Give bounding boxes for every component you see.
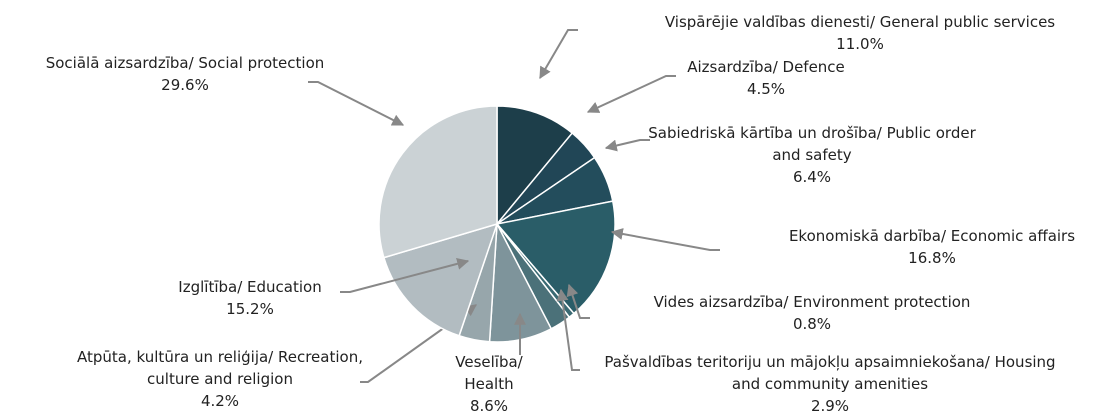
leader-line [360,304,477,383]
category-label: Atpūta, kultūra un reliģija/ Recreation,… [77,348,363,388]
category-label: Izglītība/ Education [178,278,322,296]
value-label: 15.2% [226,300,274,318]
slice-label: Sabiedriskā kārtība un drošība/ Public o… [642,122,982,188]
slice-label: Ekonomiskā darbība/ Economic affairs 16.8… [789,225,1075,269]
leader-line [539,29,578,80]
slice-label: Vispārējie valdības dienesti/ General pu… [665,11,1055,55]
category-label: Ekonomiskā darbība/ Economic affairs [788,227,1076,245]
value-label: 2.9% [810,397,850,414]
slice-label: Vides aizsardzība/ Environment protectio… [654,291,971,335]
pie-slice [382,222,499,337]
category-label: Veselība/ Health [455,353,523,393]
leader-line [308,81,405,126]
category-label: Sociālā aizsardzība/ Social protection [45,54,325,72]
category-label: Pašvaldības teritoriju un mājokļu apsaim… [604,353,1056,393]
value-label: 6.4% [792,168,832,186]
slice-label: Atpūta, kultūra un reliģija/ Recreation,… [70,346,370,412]
slice-label: Veselība/ Health 8.6% [449,351,529,414]
value-label: 4.5% [746,80,786,98]
category-label: Vides aizsardzība/ Environment protectio… [653,293,971,311]
pie-slice [495,200,616,315]
leader-line [610,228,720,251]
category-label: Sabiedriskā kārtība un drošība/ Public o… [648,124,976,164]
value-label: 8.6% [469,397,509,414]
slice-label: Pašvaldības teritoriju un mājokļu apsaim… [595,351,1065,414]
value-label: 16.8% [908,249,956,267]
value-label: 0.8% [792,315,832,333]
slice-label: Izglītība/ Education 15.2% [178,276,321,320]
slice-label: Aizsardzība/ Defence 4.5% [687,56,845,100]
value-label: 4.2% [200,392,240,410]
pie-slice [496,105,574,227]
leader-line [586,75,676,113]
value-label: 11.0% [836,35,884,53]
value-label: 29.6% [161,76,209,94]
leader-line [556,288,580,371]
leader-line [566,283,590,319]
leader-line [604,139,650,152]
leader-line [340,257,470,293]
slice-label: Sociālā aizsardzība/ Social protection 29… [46,52,325,96]
category-label: Vispārējie valdības dienesti/ General pu… [664,13,1056,31]
pie-slice [378,105,498,259]
category-label: Aizsardzība/ Defence [687,58,845,76]
